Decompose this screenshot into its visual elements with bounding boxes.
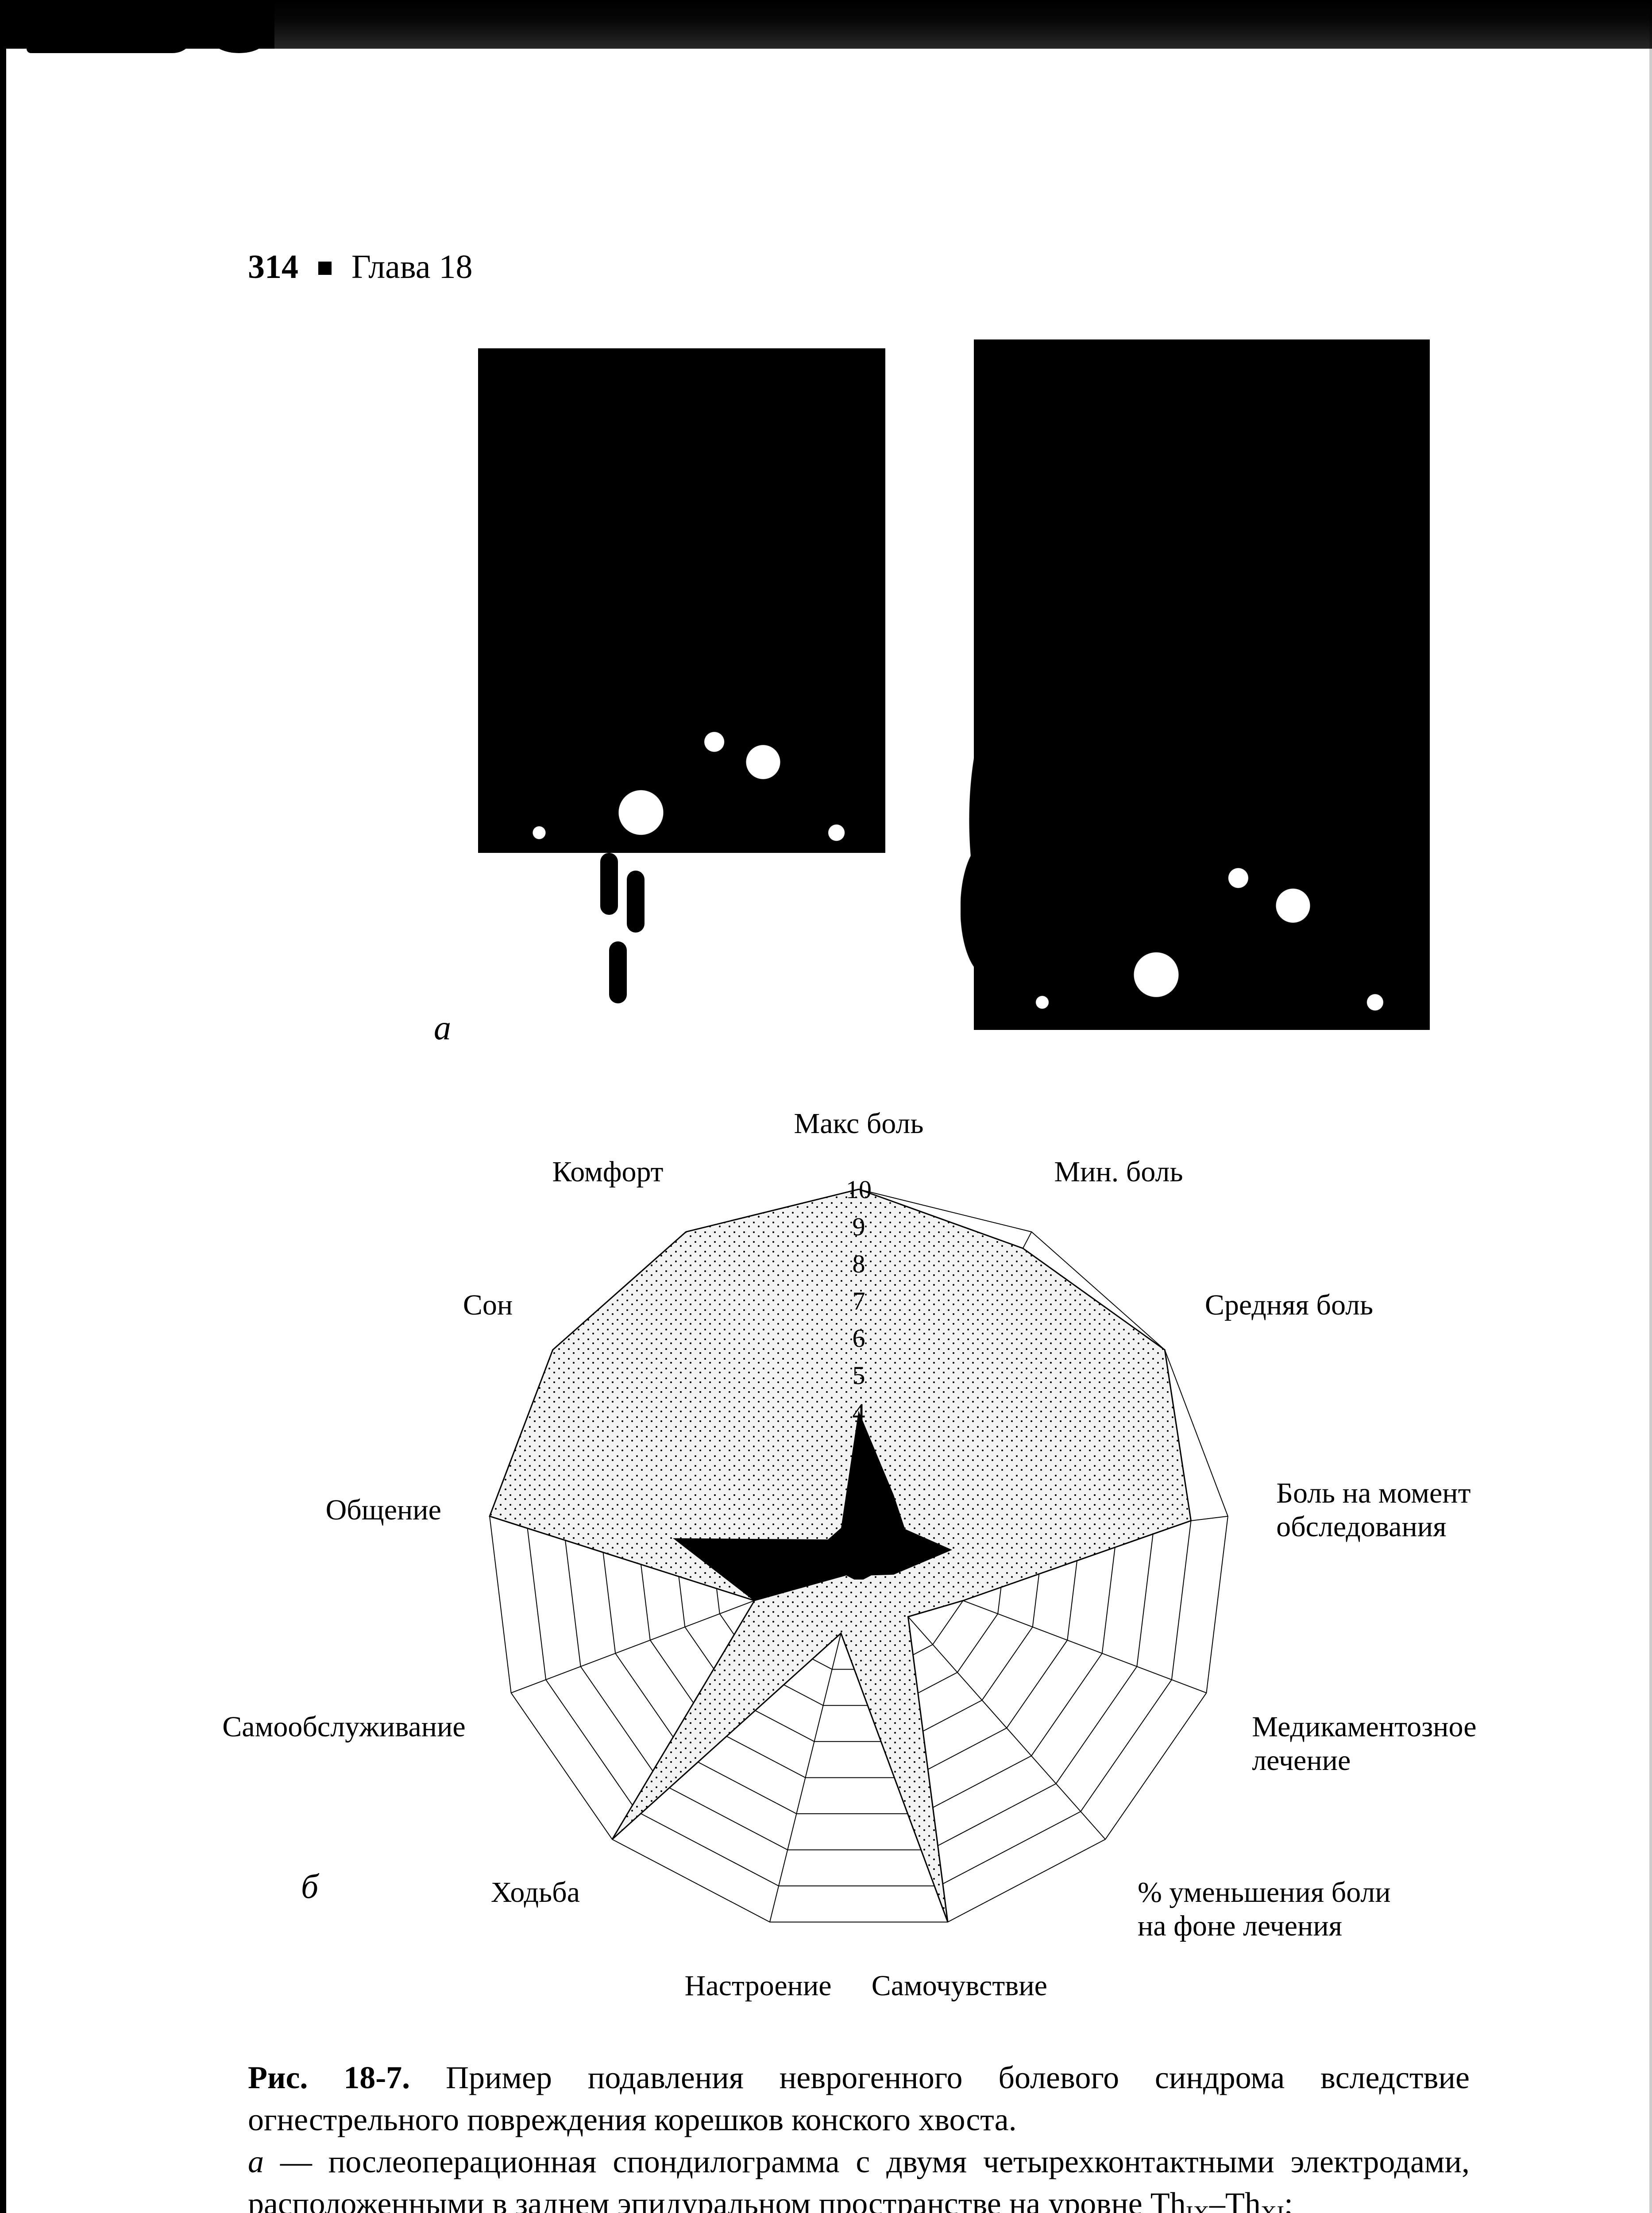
radar-axis-label: Ходьба xyxy=(491,1876,580,1909)
radar-axis-label: Медикаментозноелечение xyxy=(1252,1710,1476,1777)
radar-ring-label: 4 xyxy=(853,1398,865,1427)
radar-axis-label: Комфорт xyxy=(552,1155,664,1189)
caption-a-label: а xyxy=(248,2144,264,2179)
figure-b-label: б xyxy=(301,1866,318,1906)
radar-axis-label: Настроение xyxy=(685,1969,832,2003)
radar-ring-label: 8 xyxy=(853,1249,865,1278)
content-column: 314 Глава 18 а 10 9 8 7 6 5 4 Макс боль Мин. бо… xyxy=(248,248,1470,2213)
figure-b-radar: 10 9 8 7 6 5 4 Макс боль Мин. боль Средняя боль Б… xyxy=(248,1083,1470,2039)
radar-ring-label: 9 xyxy=(853,1212,865,1241)
caption-a-tail: ; xyxy=(1284,2186,1293,2213)
radar-axis-label: Средняя боль xyxy=(1205,1288,1373,1322)
radar-ring-label: 5 xyxy=(853,1361,865,1390)
caption-a-sub2: XI xyxy=(1261,2201,1284,2213)
scan-artifact-top xyxy=(0,0,1652,49)
caption-a-sub1: IX xyxy=(1186,2201,1209,2213)
radar-axis-label: Сон xyxy=(463,1288,513,1322)
running-head: 314 Глава 18 xyxy=(248,248,1470,286)
xray-right xyxy=(974,339,1430,1030)
chapter-label: Глава 18 xyxy=(351,248,473,285)
radar-axis-label: Самообслуживание xyxy=(222,1710,465,1744)
figure-a: а xyxy=(478,339,1434,1056)
radar-ring-label: 10 xyxy=(846,1175,872,1204)
radar-ring-label: 7 xyxy=(853,1287,865,1315)
radar-ring-label: 6 xyxy=(853,1324,865,1353)
scan-artifact-right xyxy=(1649,0,1652,2213)
radar-axis-label: Общение xyxy=(326,1494,441,1527)
radar-axis-label: Мин. боль xyxy=(1054,1155,1183,1189)
bullet-icon xyxy=(318,262,332,275)
scan-artifact-left xyxy=(0,0,6,2213)
caption-a-dash: –Th xyxy=(1209,2186,1261,2213)
radar-axis-label: % уменьшения болина фоне лечения xyxy=(1138,1876,1391,1943)
radar-axis-label: Боль на моментобследования xyxy=(1276,1477,1471,1544)
xray-left xyxy=(478,348,885,853)
radar-axis-label: Самочувствие xyxy=(872,1969,1047,2003)
radar-axis-label: Макс боль xyxy=(794,1107,924,1141)
page: 314 Глава 18 а 10 9 8 7 6 5 4 Макс боль Мин. бо… xyxy=(0,0,1652,2213)
page-number: 314 xyxy=(248,248,298,285)
